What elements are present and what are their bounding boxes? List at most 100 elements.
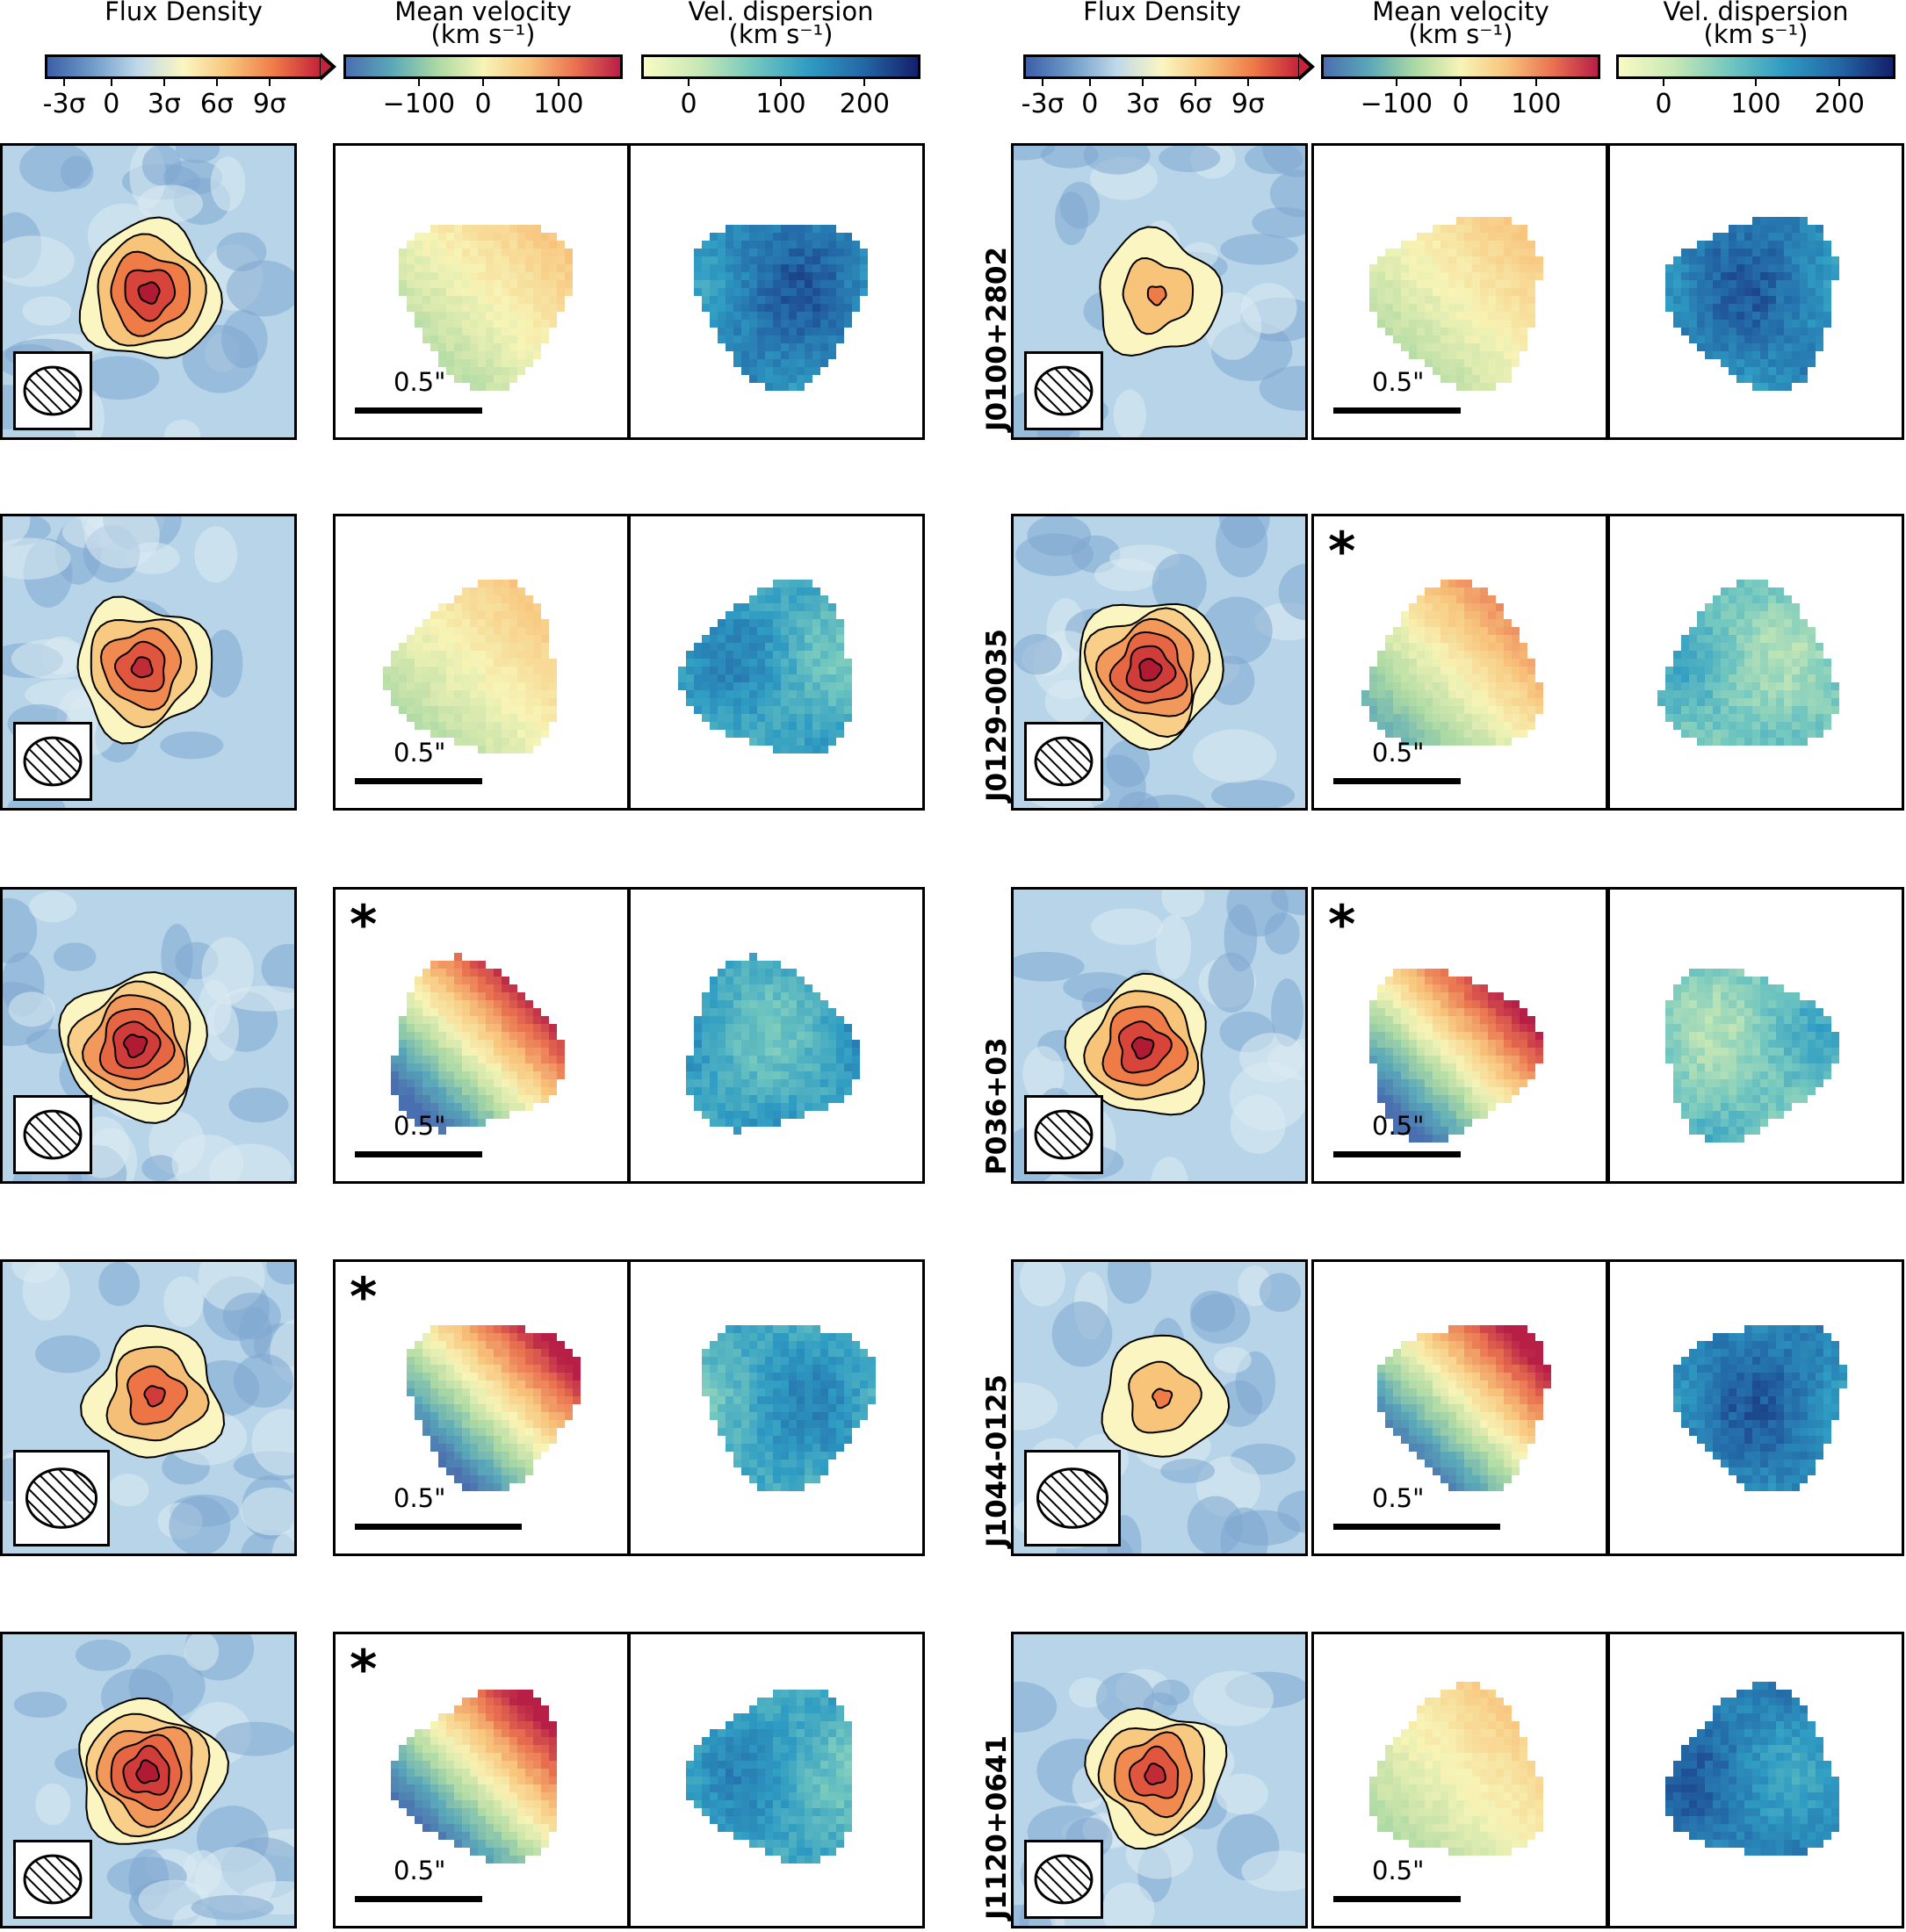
dispersion-pixel [1760,714,1768,722]
velocity-pixel [502,714,509,722]
velocity-pixel [1456,588,1464,595]
velocity-pixel [509,1063,517,1071]
dispersion-pixel [1705,611,1713,619]
velocity-pixel [1440,635,1448,643]
dispersion-pixel [1784,367,1792,375]
dispersion-pixel [781,1000,789,1008]
velocity-pixel [430,611,438,619]
dispersion-pixel [1744,627,1752,635]
velocity-pixel [1425,1032,1433,1040]
velocity-pixel [454,714,462,722]
velocity-pixel [415,1119,422,1127]
dispersion-pixel [1784,264,1792,272]
dispersion-pixel [1776,296,1784,304]
velocity-pixel [1417,343,1425,351]
velocity-pixel [1488,343,1496,351]
dispersion-pixel [741,643,749,651]
velocity-pixel [1472,1016,1480,1024]
velocity-pixel [1535,698,1543,706]
velocity-pixel [533,312,541,320]
velocity-pixel [391,698,399,706]
dispersion-pixel [781,659,789,667]
dispersion-pixel [1831,1056,1839,1063]
velocity-pixel [1417,651,1425,659]
dispersion-pixel [1721,272,1729,280]
velocity-pixel [549,1412,557,1420]
dispersion-pixel [1697,1071,1705,1079]
dispersion-pixel [773,343,781,351]
dispersion-pixel [1760,977,1768,984]
velocity-pixel [430,1056,438,1063]
velocity-pixel [502,651,509,659]
dispersion-pixel [1744,667,1752,674]
dispersion-pixel [1713,992,1721,1000]
velocity-pixel [1456,304,1464,312]
dispersion-pixel [1705,667,1713,674]
dispersion-pixel [812,343,820,351]
velocity-pixel [494,1111,502,1119]
dispersion-pixel [694,682,702,690]
velocity-pixel [541,1373,549,1381]
velocity-pixel [502,1325,509,1333]
velocity-pixel [1417,351,1425,359]
velocity-pixel [557,1404,565,1412]
velocity-pixel [502,1444,509,1452]
dispersion-pixel [741,1048,749,1056]
velocity-pixel [399,1095,407,1103]
velocity-pixel [517,351,525,359]
velocity-pixel [1504,690,1512,698]
noise-blob [1259,365,1305,411]
dispersion-pixel [789,1008,797,1016]
velocity-pixel [1440,690,1448,698]
velocity-pixel [1456,264,1464,272]
dispersion-pixel [1736,1016,1744,1024]
velocity-pixel [1504,1024,1512,1032]
velocity-pixel [502,1095,509,1103]
velocity-pixel [1448,351,1456,359]
velocity-pixel [509,635,517,643]
velocity-pixel [541,643,549,651]
velocity-pixel [407,1024,415,1032]
velocity-pixel [470,312,478,320]
velocity-pixel [1401,984,1409,992]
dispersion-pixel [1752,698,1760,706]
dispersion-pixel [1752,1127,1760,1135]
dispersion-pixel [1673,1040,1681,1048]
dispersion-pixel [1681,1024,1689,1032]
colorbar-tick-mark [1755,79,1757,86]
velocity-pixel [1385,643,1393,651]
velocity-pixel [502,1388,509,1396]
velocity-pixel [1472,304,1480,312]
velocity-pixel [1448,682,1456,690]
dispersion-pixel [828,264,836,272]
dispersion-pixel [789,619,797,627]
dispersion-pixel [749,738,757,746]
dispersion-pixel [1744,367,1752,375]
dispersion-pixel [805,359,812,367]
noise-blob [1040,146,1099,169]
dispersion-pixel [1776,249,1784,256]
velocity-pixel [1456,320,1464,328]
velocity-pixel [486,992,494,1000]
dispersion-pixel [1721,698,1729,706]
velocity-pixel [494,272,502,280]
dispersion-pixel [1713,233,1721,241]
dispersion-pixel [789,595,797,603]
velocity-pixel [1456,619,1464,627]
velocity-pixel [494,1008,502,1016]
dispersion-pixel [1665,674,1673,682]
dispersion-pixel [1800,288,1808,296]
dispersion-pixel [820,1071,828,1079]
dispersion-pixel [765,682,773,690]
dispersion-pixel [1792,706,1800,714]
velocity-pixel [494,1048,502,1056]
velocity-pixel [454,619,462,627]
velocity-pixel [1440,256,1448,264]
dispersion-pixel [1784,1103,1792,1111]
velocity-pixel [415,296,422,304]
noise-blob [1230,1094,1286,1154]
velocity-pixel [1480,611,1488,619]
velocity-pixel [446,1452,454,1460]
velocity-pixel [1448,1040,1456,1048]
velocity-pixel [391,1079,399,1087]
